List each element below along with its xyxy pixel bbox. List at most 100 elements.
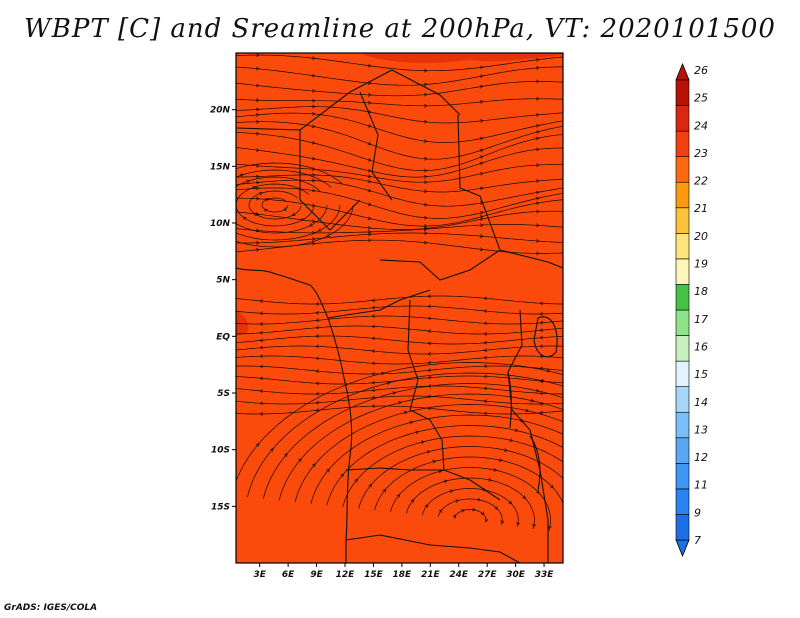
x-tick-label: 21E <box>421 570 441 580</box>
streamline-arrow <box>315 325 320 330</box>
streamline <box>406 477 535 530</box>
streamline <box>236 66 563 86</box>
colorbar-label: 20 <box>694 230 708 243</box>
colorbar: 7 9 11 12 13 14 15 16 17 18 19 20 21 22 23 24 25 26 <box>675 62 708 558</box>
streamline-arrow <box>443 479 448 484</box>
streamline-arrow <box>432 460 437 464</box>
x-tick-label: 9E <box>310 570 323 580</box>
streamline-arrow <box>259 412 263 416</box>
streamline-arrow <box>315 318 320 323</box>
streamline-arrow <box>371 404 375 408</box>
y-axis: 20N 15N 10N 5N EQ 5S 10S 15S <box>210 106 236 512</box>
streamline-arrow <box>535 223 540 228</box>
streamline-arrow <box>312 98 316 103</box>
colorbar-swatch <box>675 105 690 132</box>
x-tick-label: 30E <box>506 570 526 580</box>
streamline-arrow <box>483 411 488 416</box>
border <box>236 69 461 131</box>
streamline-arrow <box>539 344 543 348</box>
streamline-arrow <box>522 495 526 500</box>
y-tick-label: 10S <box>211 446 230 456</box>
streamline-arrow <box>483 340 488 345</box>
colorbar-swatch <box>675 233 690 260</box>
streamline-arrow <box>311 178 316 183</box>
streamline-arrow <box>472 507 477 512</box>
streamline-arrow <box>312 104 316 109</box>
colorbar-label: 18 <box>694 285 708 298</box>
colorbar-label: 23 <box>694 147 708 160</box>
streamline-arrow <box>371 324 376 329</box>
colorbar-swatch <box>675 79 690 106</box>
streamline-arrow <box>661 442 664 445</box>
streamline-arrow <box>255 131 260 136</box>
streamline <box>310 414 563 504</box>
streamline-arrow <box>483 321 488 326</box>
streamline-arrow <box>367 202 372 206</box>
colorbar-swatch <box>675 463 690 490</box>
streamline-arrow <box>371 314 375 318</box>
colorbar-label: 24 <box>694 119 708 132</box>
streamline-arrow <box>427 329 432 333</box>
streamline-arrow <box>367 232 372 237</box>
streamline-arrow <box>315 334 319 338</box>
streamline-arrow <box>255 113 260 117</box>
streamline-arrow <box>311 124 316 129</box>
streamline <box>236 355 563 365</box>
streamline-arrow <box>479 223 484 227</box>
streamline-arrow <box>259 364 264 369</box>
streamline-arrow <box>532 523 536 528</box>
streamline-arrow <box>423 119 428 124</box>
streamline-arrow <box>479 65 484 70</box>
lake <box>507 371 512 429</box>
streamline-arrow <box>311 140 316 145</box>
streamline-arrow <box>427 360 432 365</box>
streamline-arrow <box>479 74 484 79</box>
streamline-arrow <box>371 336 376 341</box>
streamline-arrow <box>259 330 264 335</box>
colorbar-swatch <box>675 437 690 464</box>
streamline-arrow <box>259 354 263 358</box>
streamline-arrow <box>263 208 268 213</box>
streamline-arrow <box>536 490 540 494</box>
colorbar-cap-bottom <box>675 539 690 558</box>
border <box>345 534 521 563</box>
streamline-arrow <box>371 305 376 310</box>
streamline-arrow <box>644 536 647 539</box>
streamline-arrow <box>519 418 524 423</box>
streamline-arrow <box>536 79 540 84</box>
streamline <box>236 169 341 241</box>
streamline-arrow <box>371 372 375 376</box>
streamline-arrow <box>564 527 567 530</box>
streamline-arrow <box>367 158 372 162</box>
streamline-arrow <box>455 499 460 503</box>
streamline-arrow <box>371 380 376 385</box>
streamline-arrow <box>311 112 316 116</box>
streamline-arrow <box>236 167 238 170</box>
streamline-arrow <box>452 514 457 519</box>
streamline-arrow <box>367 63 372 68</box>
streamline-arrow <box>477 497 482 502</box>
streamline-arrow <box>483 374 488 379</box>
streamline-arrow <box>246 179 251 184</box>
streamlines <box>236 53 664 539</box>
streamline <box>390 467 551 532</box>
x-tick-label: 24E <box>449 570 469 580</box>
colorbar-swatch <box>675 411 690 439</box>
streamline-arrow <box>564 480 567 483</box>
border <box>379 249 501 281</box>
streamline <box>236 405 563 415</box>
streamline-arrow <box>259 345 264 350</box>
streamline-arrow <box>424 231 428 236</box>
streamline <box>236 121 563 160</box>
streamline-arrow <box>312 463 316 468</box>
streamline <box>236 132 563 171</box>
streamline-arrow <box>483 364 487 368</box>
streamline <box>236 395 563 405</box>
streamline <box>236 179 563 207</box>
streamline-arrow <box>423 215 428 220</box>
colorbar-swatch <box>675 156 690 183</box>
streamline-arrow <box>421 440 425 444</box>
colorbar-swatch <box>675 258 690 285</box>
streamline-arrow <box>539 312 543 316</box>
streamline-arrow <box>367 101 372 105</box>
